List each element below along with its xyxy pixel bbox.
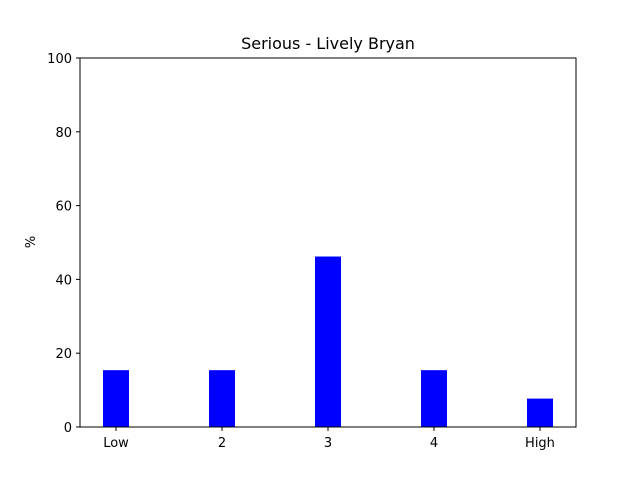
x-tick-label: High bbox=[525, 436, 555, 451]
y-tick-label: 100 bbox=[47, 52, 72, 67]
x-tick-label: 3 bbox=[324, 436, 332, 451]
plot-frame bbox=[79, 57, 577, 428]
x-tick-label: 2 bbox=[218, 436, 226, 451]
x-tick-label: Low bbox=[103, 436, 129, 451]
x-tick-label: 4 bbox=[430, 436, 438, 451]
y-tick-label: 20 bbox=[55, 347, 72, 362]
y-axis-label: % bbox=[24, 236, 39, 248]
bar bbox=[421, 370, 447, 427]
bar bbox=[209, 370, 235, 427]
bar bbox=[315, 256, 341, 427]
chart-title: Serious - Lively Bryan bbox=[241, 34, 415, 53]
y-tick-label: 0 bbox=[64, 421, 72, 436]
y-tick-label: 80 bbox=[55, 126, 72, 141]
ticks-group: Low 2 3 4 High 0 20 40 60 80 100 bbox=[47, 52, 555, 451]
y-tick-label: 40 bbox=[55, 273, 72, 288]
bar bbox=[527, 398, 553, 427]
bar bbox=[103, 370, 129, 427]
bars-group bbox=[103, 256, 553, 427]
y-tick-label: 60 bbox=[55, 200, 72, 215]
